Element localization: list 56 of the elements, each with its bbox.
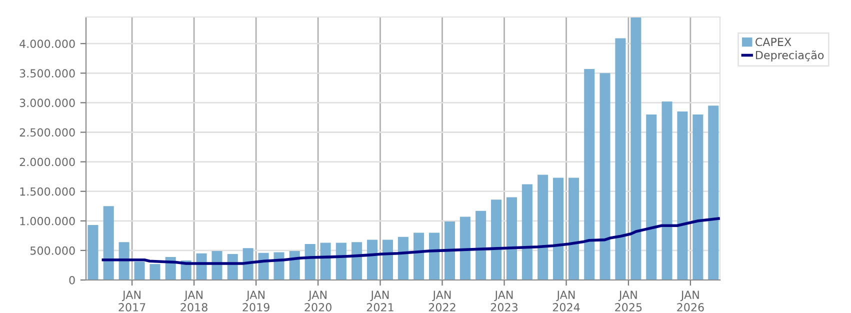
- bar: [414, 232, 424, 280]
- bar: [274, 252, 284, 280]
- bar: [568, 178, 579, 280]
- y-tick-label: 3.500.000: [20, 69, 75, 78]
- bar: [103, 206, 114, 280]
- x-tick-label: JAN 2026: [677, 290, 704, 312]
- x-tick-label: JAN 2019: [242, 290, 270, 312]
- bar: [444, 221, 455, 280]
- bar: [428, 232, 440, 280]
- bar: [646, 114, 657, 280]
- bar: [692, 114, 704, 280]
- x-tick-label: JAN 2024: [552, 290, 580, 312]
- bar: [88, 225, 98, 280]
- x-tick-label: JAN 2017: [118, 290, 146, 312]
- legend-label: Depreciação: [756, 50, 824, 62]
- bar: [336, 242, 346, 280]
- bar: [662, 102, 672, 280]
- line-series: [102, 217, 720, 265]
- bar: [584, 69, 595, 280]
- bar: [677, 112, 688, 280]
- y-tick-label: 2.500.000: [20, 128, 75, 137]
- bar: [491, 200, 502, 280]
- bar: [118, 242, 130, 280]
- bar: [630, 17, 642, 280]
- x-tick-label: JAN 2020: [304, 290, 332, 312]
- bar: [538, 174, 548, 280]
- x-tick-label: JAN 2018: [180, 290, 208, 312]
- y-tick-label: 2.000.000: [20, 158, 75, 166]
- bar: [382, 240, 393, 280]
- bar: [320, 242, 331, 280]
- bar: [476, 210, 486, 280]
- bar: [366, 240, 378, 280]
- bar: [304, 244, 316, 280]
- bar: [398, 236, 408, 280]
- y-tick-label: 500.000: [30, 246, 75, 255]
- y-tick-label: 4.000.000: [20, 40, 75, 48]
- y-tick-label: 1.000.000: [20, 216, 75, 226]
- bar: [352, 242, 362, 280]
- bar: [522, 184, 532, 280]
- bar: [553, 178, 564, 280]
- bar: [460, 216, 470, 280]
- legend-label: CAPEX: [756, 38, 792, 46]
- bar: [615, 38, 626, 280]
- bar: [600, 73, 610, 280]
- y-tick-label: 1.500.000: [20, 187, 75, 196]
- x-tick-label: JAN 2025: [615, 290, 642, 312]
- bar: [134, 262, 145, 280]
- x-tick-label: JAN 2021: [366, 290, 394, 312]
- bar: [242, 248, 254, 280]
- bar: [708, 106, 719, 280]
- bar: [506, 197, 517, 280]
- y-tick-label: 3.000.000: [20, 98, 75, 108]
- x-tick-label: JAN 2023: [490, 290, 518, 312]
- x-tick-label: JAN 2022: [428, 290, 456, 312]
- bar: [150, 264, 160, 280]
- y-tick-label: 0: [69, 276, 75, 284]
